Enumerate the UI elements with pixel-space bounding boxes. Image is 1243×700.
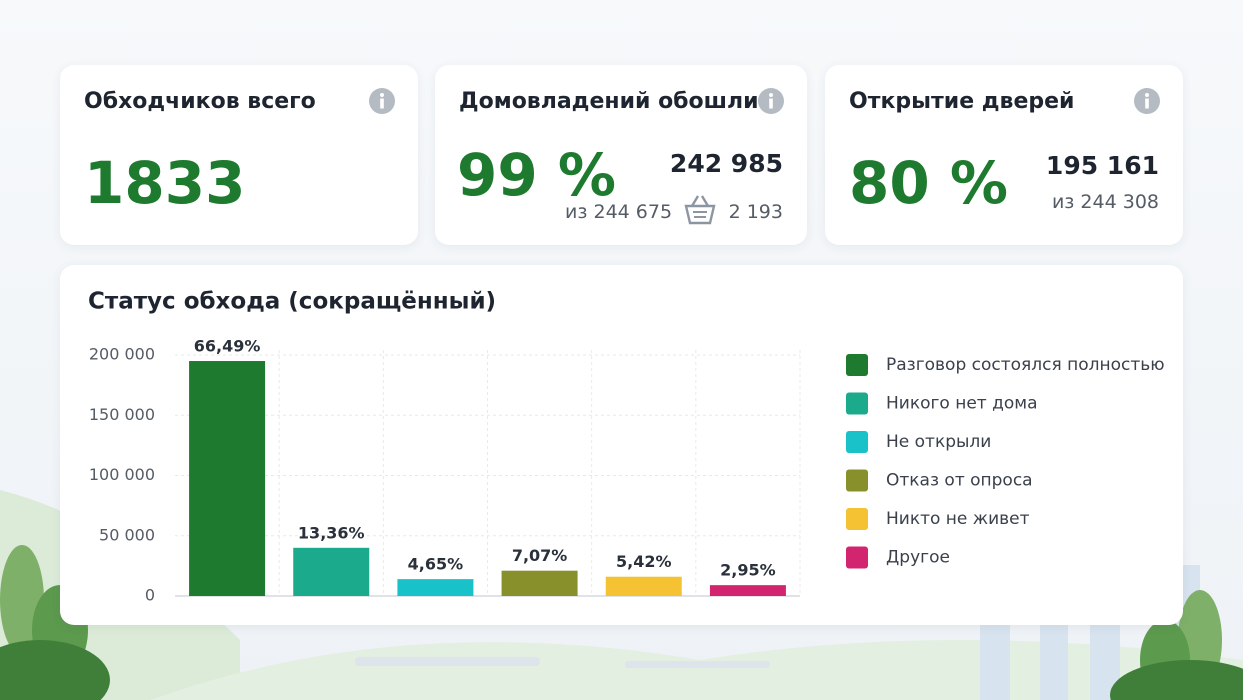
y-tick-label: 150 000 [89, 405, 155, 424]
card-title: Открытие дверей [849, 89, 1075, 114]
legend-label: Никого нет дома [886, 394, 1038, 414]
legend-label: Никто не живет [886, 509, 1030, 529]
bar [605, 576, 682, 596]
chart: Статус обхода (сокращённый) 0 50 000 100 0… [88, 289, 1165, 605]
legend-swatch [846, 546, 868, 569]
info-icon[interactable] [757, 87, 785, 115]
basket-icon [684, 195, 716, 225]
kpi-card: Открытие дверей 80 % 195 161 из 244 308 [825, 65, 1183, 245]
legend-label: Не открыли [886, 432, 991, 452]
decor-bar [355, 657, 540, 666]
legend-label: Разговор состоялся полностью [886, 355, 1165, 375]
bar-label: 7,07% [512, 546, 568, 565]
kpi-extra: 2 193 [728, 201, 783, 223]
chart-title: Статус обхода (сокращённый) [88, 289, 496, 315]
kpi-of: из 244 308 [1051, 191, 1159, 213]
legend-swatch [846, 431, 868, 453]
bar [397, 579, 474, 596]
bar [501, 570, 578, 596]
legend-swatch [846, 354, 868, 376]
legend-swatch [846, 392, 868, 415]
kpi-count: 195 161 [1045, 151, 1159, 180]
info-icon[interactable] [1133, 87, 1161, 115]
bar-label: 13,36% [298, 523, 365, 542]
legend-swatch [846, 469, 868, 492]
bar-label: 2,95% [720, 561, 776, 580]
kpi-count: 242 985 [669, 149, 783, 178]
kpi-card: Домовладений обошли 99 % 242 985 из 244 … [435, 65, 807, 245]
bar-label: 5,42% [616, 552, 672, 571]
legend-label: Другое [886, 548, 950, 568]
bar [709, 585, 786, 596]
chart-card: Статус обхода (сокращённый) 0 50 000 100 0… [60, 265, 1183, 625]
bar [189, 361, 266, 596]
decor-bar [625, 661, 770, 668]
kpi-card: Обходчиков всего 1833 [60, 65, 418, 245]
kpi-value: 1833 [84, 149, 246, 217]
info-icon[interactable] [368, 87, 396, 115]
hill [150, 640, 1243, 700]
bar [293, 547, 370, 596]
bar-label: 4,65% [408, 555, 464, 574]
kpi-value: 99 % [457, 141, 617, 209]
legend-swatch [846, 508, 868, 530]
y-tick-label: 50 000 [99, 525, 155, 544]
card-title: Обходчиков всего [84, 89, 316, 114]
legend-label: Отказ от опроса [886, 471, 1033, 491]
kpi-value: 80 % [849, 149, 1009, 217]
y-tick-label: 100 000 [89, 465, 155, 484]
kpi-of: из 244 675 [565, 201, 673, 223]
card-title: Домовладений обошли [459, 89, 759, 114]
y-tick-label: 200 000 [89, 345, 155, 364]
bar-label: 66,49% [194, 337, 261, 356]
y-tick-label: 0 [145, 586, 155, 605]
